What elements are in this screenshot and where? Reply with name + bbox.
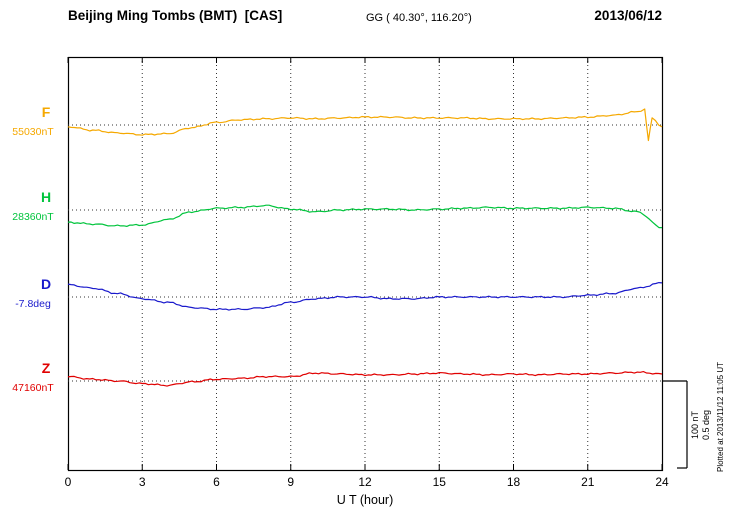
component-baseline-value-Z: 47160nT: [12, 382, 54, 394]
component-label-D: D: [40, 276, 52, 292]
x-tick-21: 21: [581, 475, 595, 489]
trace-Z: [67, 371, 663, 387]
plotted-at-timestamp: Plotted at 2013/11/12 11:05 UT: [716, 361, 725, 472]
component-baseline-value-H: 28360nT: [12, 211, 54, 223]
scale-bar-text: 100 nT 0.5 deg: [690, 382, 712, 468]
x-tick-0: 0: [64, 475, 72, 489]
trace-D: [67, 282, 663, 311]
x-tick-9: 9: [287, 475, 295, 489]
component-label-F: F: [41, 104, 51, 120]
component-label-H: H: [40, 189, 52, 205]
x-tick-6: 6: [213, 475, 220, 489]
x-tick-18: 18: [506, 475, 521, 489]
scale-bar-deg: 0.5 deg: [701, 409, 711, 441]
trace-F: [67, 108, 663, 142]
component-baseline-value-F: 55030nT: [12, 126, 54, 138]
x-axis-label: U T (hour): [336, 493, 394, 507]
scale-bar-nT: 100 nT: [690, 410, 700, 440]
x-tick-3: 3: [138, 475, 146, 489]
x-tick-15: 15: [432, 475, 446, 489]
station-coordinates: GG ( 40.30°, 116.20°): [366, 12, 472, 24]
component-baseline-value-D: -7.8deg: [15, 298, 51, 310]
plot-date: 2013/06/12: [594, 8, 662, 23]
x-axis-ticks: 0 3 6 9 12 15 18 21 24: [0, 475, 730, 491]
trace-H: [67, 204, 662, 229]
x-tick-12: 12: [358, 475, 372, 489]
component-label-Z: Z: [41, 360, 51, 376]
plot-border: [67, 56, 664, 472]
x-tick-24: 24: [655, 475, 669, 489]
station-title: Beijing Ming Tombs (BMT) [CAS]: [68, 8, 283, 23]
